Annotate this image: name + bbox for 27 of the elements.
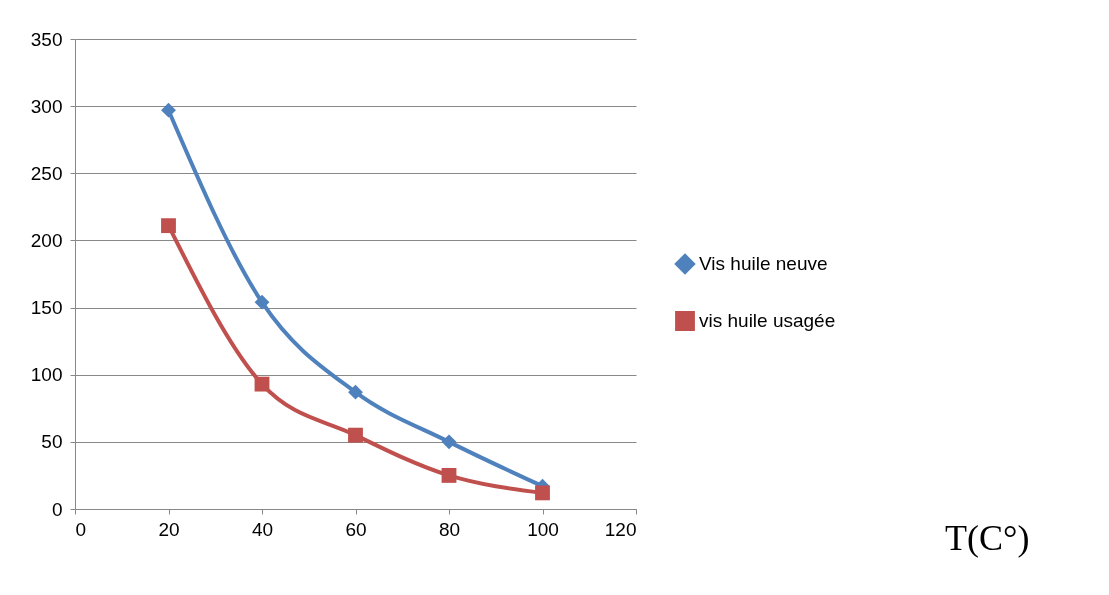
legend-label: Vis huile neuve (699, 253, 828, 274)
y-tick-label: 150 (30, 297, 63, 319)
y-tick-label: 300 (30, 95, 63, 117)
point (348, 427, 363, 443)
point (161, 102, 176, 118)
x-tick-label: 0 (75, 518, 87, 540)
y-tick-label: 350 (30, 28, 63, 50)
point (254, 376, 270, 392)
point (441, 468, 457, 483)
point (535, 485, 550, 501)
x-tick-label: 40 (251, 518, 274, 540)
x-tick-label: 60 (345, 518, 367, 540)
y-tick-label: 100 (30, 364, 63, 386)
point (161, 218, 176, 234)
x-tick-label: 120 (604, 518, 637, 540)
legend-label: vis huile usagée (699, 310, 836, 331)
point (441, 434, 457, 450)
y-tick-label: 0 (51, 498, 63, 520)
x-tick-label: 20 (158, 518, 180, 540)
y-tick-label: 200 (30, 229, 63, 251)
x-tick-label: 100 (527, 518, 559, 540)
point (348, 384, 363, 400)
y-tick-label: 250 (30, 162, 63, 184)
y-tick-label: 50 (41, 431, 63, 453)
text: T(C°) (945, 518, 1030, 558)
x-tick-label: 80 (438, 518, 461, 540)
point (254, 294, 270, 310)
